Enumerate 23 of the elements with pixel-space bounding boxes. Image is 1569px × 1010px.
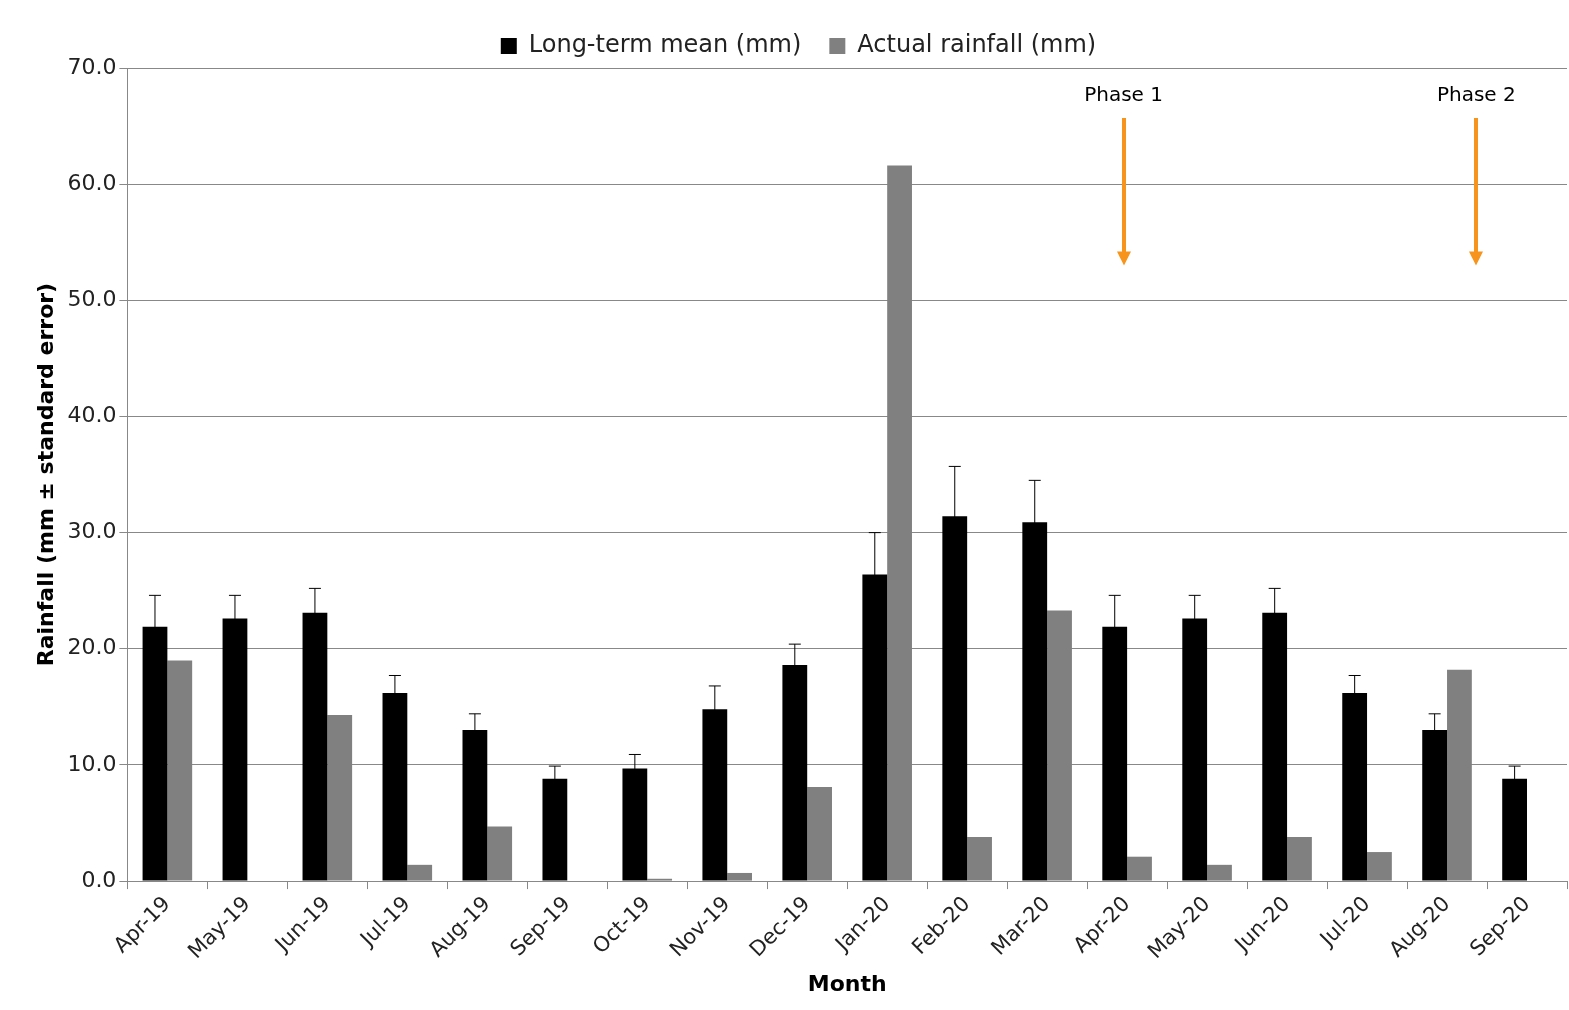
x-axis-title: Month bbox=[807, 970, 887, 996]
bar bbox=[487, 826, 513, 881]
y-tick-label: 30.0 bbox=[67, 518, 117, 544]
bar bbox=[1367, 852, 1392, 881]
bar bbox=[1287, 836, 1312, 881]
y-tick-label: 40.0 bbox=[67, 402, 117, 428]
y-tick-label: 60.0 bbox=[67, 169, 117, 195]
legend-label: Actual rainfall (mm) bbox=[857, 30, 1097, 59]
bar bbox=[967, 836, 992, 881]
y-tick-label: 10.0 bbox=[67, 750, 117, 776]
annotation: Phase 2 bbox=[1436, 82, 1516, 106]
annotation: Phase 1 bbox=[1084, 82, 1163, 106]
y-tick-label: 20.0 bbox=[67, 634, 117, 660]
legend-label: Long-term mean (mm) bbox=[528, 30, 802, 59]
bar bbox=[407, 864, 433, 881]
bar bbox=[727, 872, 753, 881]
bar bbox=[1207, 864, 1232, 881]
y-tick-label: 70.0 bbox=[67, 53, 117, 79]
y-axis-title: Rainfall (mm ± standard error) bbox=[32, 282, 58, 667]
bar bbox=[1127, 856, 1152, 881]
bar bbox=[807, 787, 832, 881]
y-tick-label: 0.0 bbox=[81, 866, 117, 892]
y-tick-label: 50.0 bbox=[67, 286, 117, 312]
